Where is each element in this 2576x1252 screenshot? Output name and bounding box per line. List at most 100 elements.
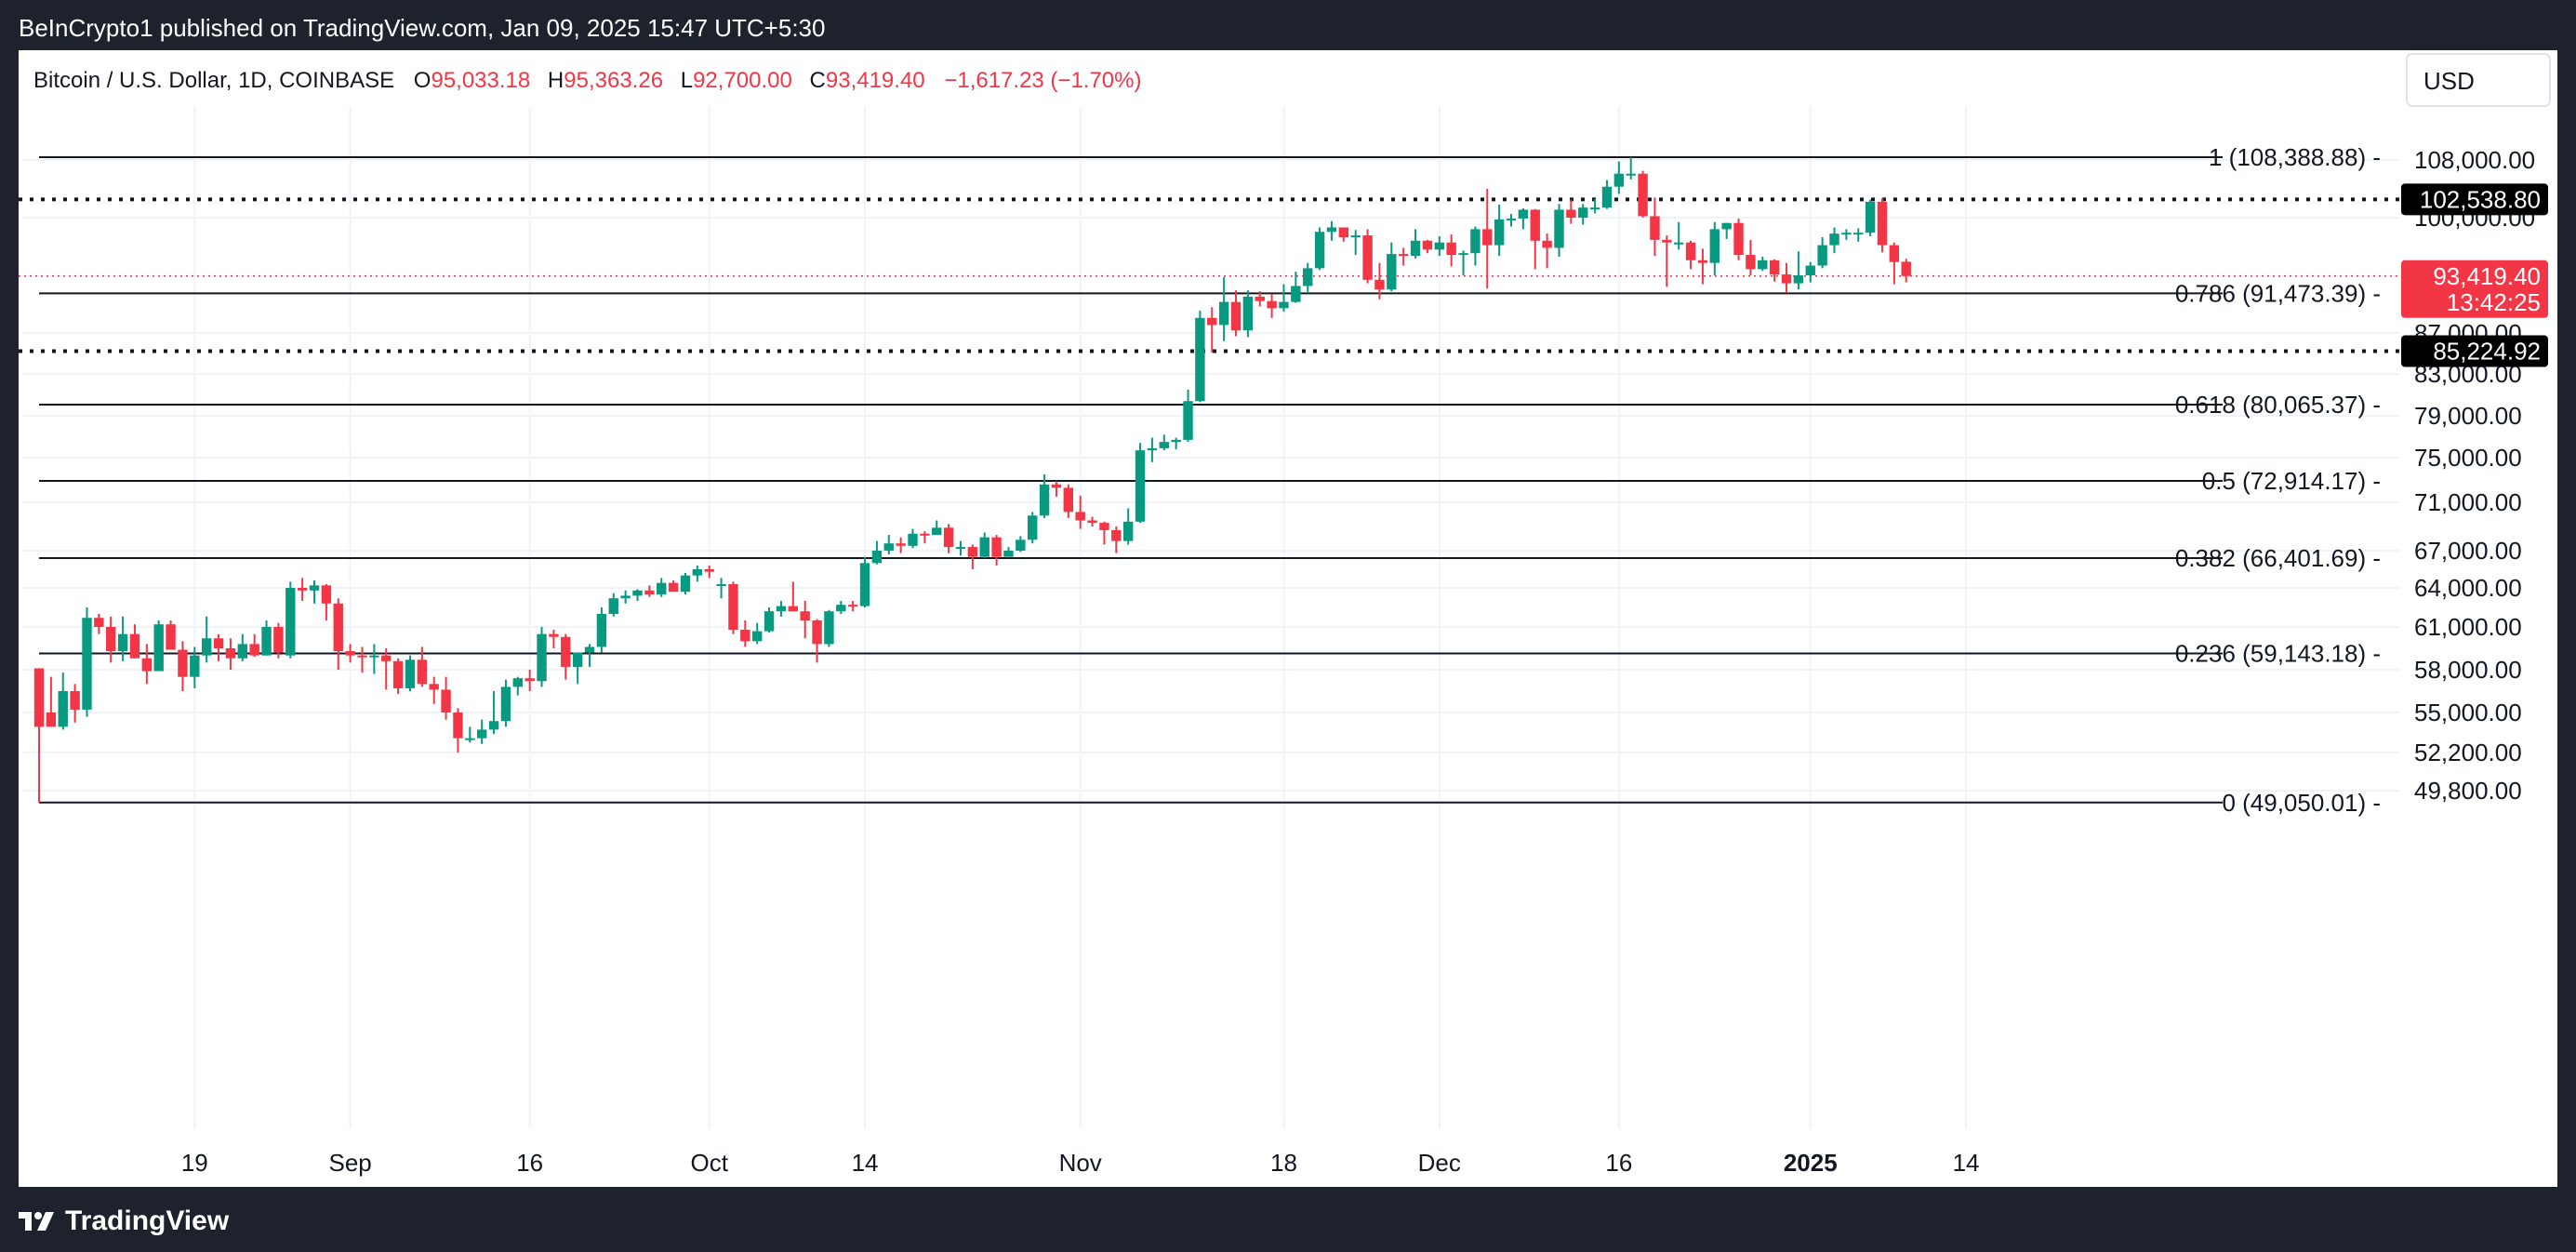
candle[interactable] bbox=[1028, 512, 1038, 544]
candle[interactable] bbox=[345, 644, 355, 663]
candle[interactable] bbox=[608, 593, 618, 617]
candle[interactable] bbox=[847, 601, 858, 612]
candle[interactable] bbox=[1746, 239, 1756, 275]
candle[interactable] bbox=[33, 668, 45, 803]
candle[interactable] bbox=[1362, 229, 1373, 284]
candle[interactable] bbox=[285, 581, 296, 659]
candle[interactable] bbox=[1387, 242, 1397, 292]
candle[interactable] bbox=[1805, 261, 1815, 283]
candle[interactable] bbox=[441, 676, 451, 720]
candle[interactable] bbox=[584, 644, 595, 667]
candlestick-chart[interactable]: 1 (108,388.88) - 0.786 (91,473.39) - 0.618… bbox=[19, 50, 2557, 1187]
candle[interactable] bbox=[1458, 250, 1468, 275]
candle[interactable] bbox=[1410, 229, 1421, 259]
candle[interactable] bbox=[524, 670, 535, 691]
candle[interactable] bbox=[1374, 262, 1385, 300]
candle[interactable] bbox=[1578, 204, 1588, 225]
candle[interactable] bbox=[392, 658, 404, 695]
candle[interactable] bbox=[1063, 484, 1074, 518]
horizontal-lines[interactable] bbox=[19, 197, 2399, 353]
candle[interactable] bbox=[776, 601, 787, 617]
candle[interactable] bbox=[1135, 443, 1146, 524]
candle[interactable] bbox=[1877, 198, 1888, 253]
candle[interactable] bbox=[549, 630, 559, 648]
time-axis[interactable]: 19 Sep 16 Oct 14 Nov 18 Dec 16 2025 14 bbox=[181, 1149, 1980, 1177]
price-axis[interactable]: 108,000.00100,000.0087,000.0083,000.0079… bbox=[2401, 146, 2548, 805]
candle[interactable] bbox=[1087, 516, 1097, 526]
candle[interactable] bbox=[1829, 227, 1839, 254]
candle[interactable] bbox=[129, 624, 140, 659]
candle[interactable] bbox=[369, 644, 379, 674]
candle[interactable] bbox=[728, 581, 738, 634]
candle[interactable] bbox=[561, 633, 571, 680]
candle[interactable] bbox=[1589, 198, 1600, 214]
candle[interactable] bbox=[1853, 228, 1864, 242]
candle[interactable] bbox=[644, 585, 655, 597]
candle[interactable] bbox=[1099, 521, 1109, 545]
candle[interactable] bbox=[1016, 536, 1026, 553]
candle[interactable] bbox=[309, 580, 320, 604]
candle[interactable] bbox=[153, 620, 164, 672]
candle[interactable] bbox=[512, 676, 523, 696]
candle[interactable] bbox=[1267, 294, 1277, 318]
candle[interactable] bbox=[1662, 235, 1672, 287]
candle[interactable] bbox=[1147, 437, 1158, 462]
candle[interactable] bbox=[1781, 262, 1792, 294]
candle[interactable] bbox=[716, 578, 726, 599]
candle[interactable] bbox=[1697, 248, 1708, 285]
candle[interactable] bbox=[201, 616, 212, 663]
candle[interactable] bbox=[1207, 307, 1217, 353]
candle[interactable] bbox=[357, 646, 367, 673]
candle[interactable] bbox=[1638, 170, 1648, 218]
candle[interactable] bbox=[920, 531, 930, 544]
candle[interactable] bbox=[429, 676, 439, 704]
candle[interactable] bbox=[117, 616, 128, 661]
candle[interactable] bbox=[1279, 284, 1289, 313]
candle[interactable] bbox=[190, 646, 200, 688]
candle[interactable] bbox=[1171, 437, 1181, 449]
candle[interactable] bbox=[381, 648, 392, 690]
candle[interactable] bbox=[1566, 199, 1576, 224]
chart-panel[interactable]: 1 (108,388.88) - 0.786 (91,473.39) - 0.618… bbox=[19, 50, 2557, 1187]
candle[interactable] bbox=[225, 638, 236, 670]
candle[interactable] bbox=[1901, 259, 1911, 283]
candle[interactable] bbox=[1039, 474, 1050, 518]
candle[interactable] bbox=[213, 633, 224, 661]
candle[interactable] bbox=[321, 584, 332, 620]
candle[interactable] bbox=[800, 601, 810, 639]
candle[interactable] bbox=[979, 532, 989, 559]
candle[interactable] bbox=[488, 691, 499, 735]
candle[interactable] bbox=[1326, 220, 1337, 241]
candle[interactable] bbox=[1350, 230, 1361, 256]
candle[interactable] bbox=[836, 601, 846, 614]
candle[interactable] bbox=[1255, 291, 1265, 307]
candle[interactable] bbox=[1542, 233, 1552, 269]
candle[interactable] bbox=[657, 578, 667, 597]
candle[interactable] bbox=[1554, 204, 1564, 257]
candle[interactable] bbox=[249, 633, 259, 658]
candle[interactable] bbox=[1793, 251, 1804, 290]
candle[interactable] bbox=[932, 520, 942, 536]
candle[interactable] bbox=[1122, 508, 1134, 545]
candle[interactable] bbox=[740, 620, 750, 647]
candle[interactable] bbox=[788, 581, 799, 612]
candle[interactable] bbox=[261, 620, 272, 656]
candle[interactable] bbox=[1003, 547, 1014, 557]
candle[interactable] bbox=[1709, 221, 1720, 275]
candle[interactable] bbox=[178, 641, 188, 691]
candle[interactable] bbox=[812, 619, 822, 663]
candle[interactable] bbox=[537, 627, 547, 687]
candle[interactable] bbox=[1817, 236, 1827, 269]
candle[interactable] bbox=[1314, 227, 1325, 271]
candle[interactable] bbox=[943, 524, 954, 553]
candle[interactable] bbox=[333, 598, 343, 670]
candle[interactable] bbox=[106, 616, 116, 663]
currency-button[interactable]: USD bbox=[2406, 53, 2551, 107]
candle[interactable] bbox=[1434, 236, 1444, 257]
candle[interactable] bbox=[1230, 290, 1242, 337]
candle[interactable] bbox=[883, 535, 894, 554]
candle[interactable] bbox=[297, 578, 308, 601]
candle[interactable] bbox=[668, 580, 679, 593]
candle[interactable] bbox=[1242, 290, 1254, 338]
candle[interactable] bbox=[1291, 272, 1301, 303]
